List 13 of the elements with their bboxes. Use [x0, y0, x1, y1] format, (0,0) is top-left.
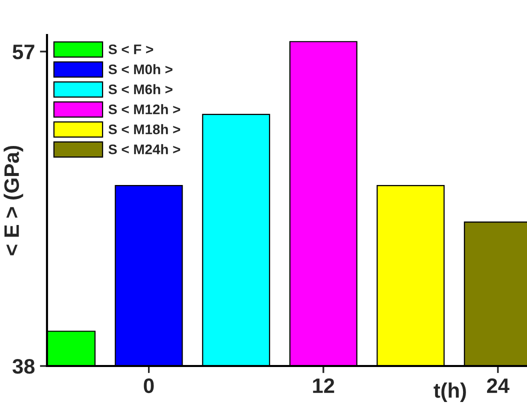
- legend-label: S < M12h >: [108, 104, 180, 114]
- y-tick-label: 57: [12, 44, 34, 60]
- legend-label: S < M6h >: [108, 84, 172, 94]
- legend-label: S < F >: [108, 44, 154, 54]
- x-tick-label: 24: [487, 378, 510, 393]
- x-tick-label: 0: [144, 378, 154, 394]
- y-tick-label: 38: [12, 359, 35, 374]
- legend-label: S < M24h >: [108, 144, 180, 154]
- legend-label: S < M0h >: [108, 64, 172, 74]
- x-axis-title: t(h): [434, 382, 466, 402]
- legend-label: S < M18h >: [108, 124, 180, 134]
- y-axis-title: < E > (GPa): [4, 146, 24, 256]
- x-tick-label: 12: [313, 378, 334, 393]
